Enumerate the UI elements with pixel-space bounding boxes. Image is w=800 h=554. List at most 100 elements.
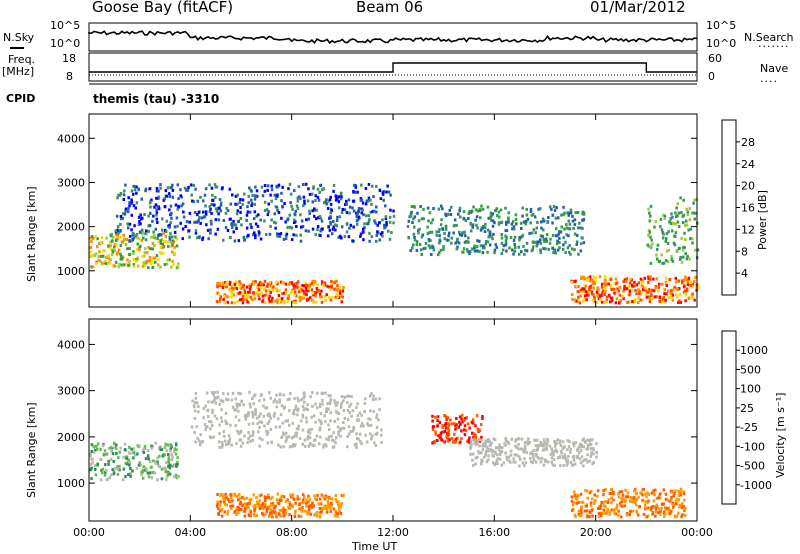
velocity-colorbar-tick-label: -1000 <box>740 479 772 492</box>
data-cell <box>444 227 448 231</box>
data-cell <box>338 289 341 293</box>
data-cell <box>317 502 320 506</box>
data-cell <box>265 507 269 511</box>
data-cell <box>691 241 694 245</box>
nsky-tick-high: 10^5 <box>50 19 81 32</box>
data-cell <box>248 210 252 214</box>
data-cell <box>249 405 252 409</box>
data-cell <box>645 515 648 519</box>
data-cell <box>679 490 682 494</box>
data-cell <box>302 498 305 502</box>
data-cell <box>144 189 147 193</box>
data-cell <box>191 199 194 203</box>
data-cell <box>442 245 445 249</box>
data-cell <box>294 407 297 411</box>
data-cell <box>504 234 507 238</box>
data-cell <box>435 415 438 419</box>
data-cell <box>314 497 317 501</box>
data-cell <box>473 249 477 253</box>
data-cell <box>436 419 439 423</box>
data-cell <box>637 288 640 292</box>
data-cell <box>278 425 281 429</box>
data-cell <box>330 284 333 288</box>
data-cell <box>497 210 501 214</box>
data-cell <box>686 213 689 217</box>
data-cell <box>349 402 353 406</box>
data-cell <box>618 490 622 494</box>
data-cell <box>459 423 462 426</box>
data-cell <box>238 291 241 295</box>
data-cell <box>580 511 583 515</box>
data-cell <box>526 442 530 446</box>
data-cell <box>579 492 583 496</box>
data-cell <box>620 500 623 504</box>
nsky-trace <box>88 30 698 45</box>
data-cell <box>277 443 280 447</box>
data-cell <box>111 452 115 456</box>
data-cell <box>500 221 503 225</box>
data-cell <box>129 472 132 476</box>
data-cell <box>625 279 628 283</box>
data-cell <box>339 234 342 238</box>
data-cell <box>575 497 579 501</box>
power-colorbar-tick-label: 8 <box>741 245 748 258</box>
data-cell <box>655 248 659 251</box>
data-cell <box>123 263 126 267</box>
data-cell <box>663 214 667 218</box>
data-cell <box>304 444 307 448</box>
data-cell <box>94 468 97 471</box>
data-cell <box>677 225 681 228</box>
data-cell <box>325 202 328 206</box>
data-cell <box>493 463 496 467</box>
data-cell <box>300 297 303 301</box>
data-cell <box>514 444 517 448</box>
data-cell <box>242 283 245 287</box>
data-cell <box>535 244 538 248</box>
data-cell <box>555 450 559 454</box>
data-cell <box>362 227 365 231</box>
data-cell <box>340 401 343 405</box>
data-cell <box>590 489 593 493</box>
data-cell <box>646 491 649 495</box>
data-cell <box>236 429 239 433</box>
data-cell <box>98 250 101 254</box>
data-cell <box>646 275 650 279</box>
data-cell <box>218 282 221 286</box>
data-cell <box>658 282 661 286</box>
data-cell <box>230 398 234 402</box>
data-cell <box>606 501 610 504</box>
data-cell <box>318 295 322 299</box>
data-cell <box>166 240 169 244</box>
data-cell <box>289 192 293 196</box>
data-cell <box>295 294 298 298</box>
data-cell <box>284 440 288 443</box>
data-cell <box>250 189 253 193</box>
data-cell <box>175 463 178 467</box>
data-cell <box>530 460 533 464</box>
data-cell <box>110 448 113 452</box>
cpid-value: themis (tau) -3310 <box>93 92 220 106</box>
data-cell <box>444 214 448 218</box>
data-cell <box>642 512 646 516</box>
data-cell <box>375 210 378 214</box>
data-cell <box>129 234 132 238</box>
data-cell <box>157 464 160 468</box>
data-cell <box>489 443 492 447</box>
data-cell <box>258 436 261 440</box>
data-cell <box>112 470 116 474</box>
data-cell <box>247 437 250 441</box>
data-cell <box>649 261 653 265</box>
data-cell <box>614 290 618 294</box>
data-cell <box>472 432 476 436</box>
data-cell <box>468 426 471 430</box>
data-cell <box>362 424 365 428</box>
data-cell <box>248 301 251 305</box>
data-cell <box>132 456 135 460</box>
data-cell <box>591 514 594 518</box>
data-cell <box>259 218 262 222</box>
data-cell <box>237 511 240 515</box>
data-cell <box>195 220 198 224</box>
data-cell <box>663 288 666 292</box>
data-cell <box>234 194 238 198</box>
data-cell <box>347 198 351 202</box>
